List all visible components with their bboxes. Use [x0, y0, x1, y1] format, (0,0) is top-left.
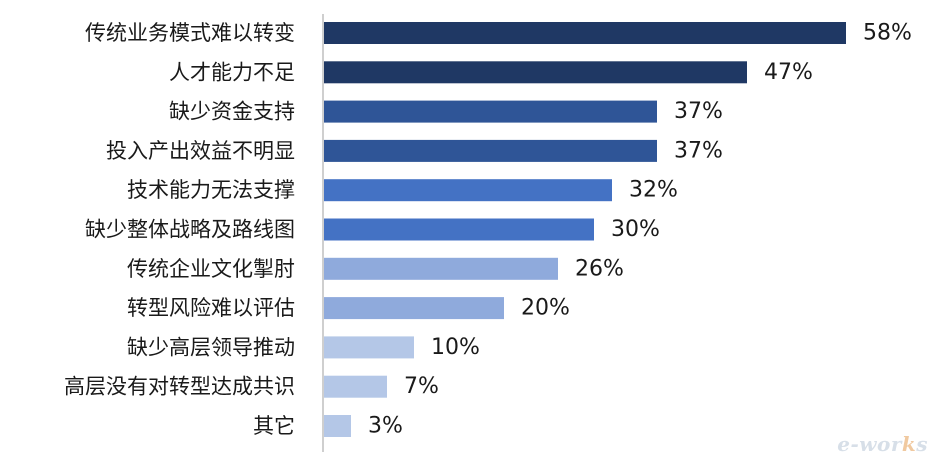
value-label: 10% [431, 335, 480, 360]
category-label: 转型风险难以评估 [127, 296, 295, 320]
bar [324, 61, 747, 84]
value-label: 30% [611, 217, 660, 242]
value-label: 3% [368, 414, 403, 439]
category-labels-group: 传统业务模式难以转变人才能力不足缺少资金支持投入产出效益不明显技术能力无法支撑缺… [64, 21, 295, 438]
bar [324, 100, 657, 123]
value-label: 32% [629, 178, 678, 203]
bars-group [324, 22, 846, 437]
value-label: 58% [863, 21, 912, 46]
value-labels-group: 58% 47% 37% 37% 32% 30% 26%20% 10% 7%3% [368, 21, 912, 439]
bar [324, 139, 657, 162]
value-label: 20% [521, 296, 570, 321]
bar [324, 336, 414, 359]
category-label: 高层没有对转型达成共识 [64, 375, 295, 399]
value-label: 47% [764, 60, 813, 85]
e-works-watermark-logo: e-works [837, 432, 928, 456]
category-label: 技术能力无法支撑 [127, 178, 295, 202]
value-label: 26% [575, 256, 624, 281]
value-label: 37% [674, 99, 723, 124]
category-label: 投入产出效益不明显 [106, 139, 295, 163]
category-label: 其它 [253, 414, 295, 438]
bar [324, 375, 387, 398]
category-label: 传统业务模式难以转变 [85, 21, 295, 45]
bar [324, 179, 612, 202]
bar [324, 297, 504, 320]
bar [324, 257, 558, 280]
bar [324, 22, 846, 44]
bar [324, 415, 351, 437]
value-label: 37% [674, 138, 723, 163]
category-label: 缺少整体战略及路线图 [85, 218, 295, 242]
value-label: 7% [404, 374, 439, 399]
category-label: 人才能力不足 [169, 60, 295, 84]
category-label: 缺少资金支持 [169, 100, 295, 124]
category-label: 传统企业文化掣肘 [127, 257, 295, 281]
category-label: 缺少高层领导推动 [127, 335, 295, 359]
bar [324, 218, 594, 241]
